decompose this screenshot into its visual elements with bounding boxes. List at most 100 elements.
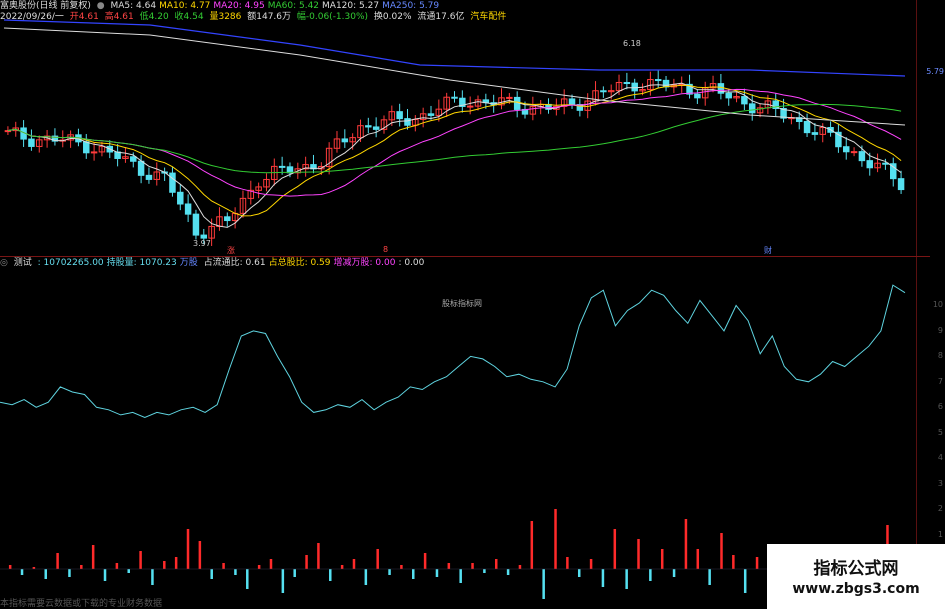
candle-body bbox=[451, 96, 458, 99]
candle-body bbox=[733, 96, 740, 99]
change-bar bbox=[506, 569, 510, 575]
marker-8[interactable]: 8 bbox=[383, 245, 389, 254]
indicator-value: : 10702265.00 bbox=[37, 258, 104, 268]
change-bar bbox=[554, 509, 557, 569]
candle-body bbox=[600, 90, 607, 93]
change-bar bbox=[127, 569, 130, 573]
y-tick-label: 7 bbox=[937, 376, 943, 386]
ma-item: MA5: 4.64 bbox=[110, 1, 157, 11]
ma-item: MA20: 4.95 bbox=[213, 1, 265, 11]
amount: 额147.6万 bbox=[247, 12, 292, 22]
candle-body bbox=[365, 125, 372, 128]
ma-item: MA120: 5.27 bbox=[322, 1, 380, 11]
change-bar bbox=[388, 569, 391, 575]
change-bar bbox=[649, 569, 652, 581]
candle-body bbox=[325, 147, 333, 168]
change-bar bbox=[222, 563, 225, 569]
ma250-line bbox=[3, 19, 906, 77]
stock-name[interactable]: 富奥股份(日线 前复权) bbox=[0, 1, 91, 11]
candle-body bbox=[130, 156, 137, 162]
candle-body bbox=[333, 138, 341, 149]
change-bar bbox=[352, 559, 356, 569]
indicator-name[interactable]: 测试 bbox=[13, 258, 32, 268]
y-tick-label: 2 bbox=[937, 504, 943, 514]
indicator-value: 占流通比: 0.61 bbox=[203, 258, 266, 268]
candle-body bbox=[169, 172, 176, 193]
change-bar bbox=[246, 569, 249, 589]
date: 2022/09/26/一 bbox=[0, 12, 64, 22]
indicator-value: 持股量: 1070.23 bbox=[106, 258, 177, 268]
change-bar bbox=[530, 521, 534, 569]
y-tick-label: 1 bbox=[937, 529, 943, 539]
change-bar bbox=[234, 569, 237, 575]
change-bar bbox=[471, 563, 474, 569]
change-bar bbox=[400, 565, 403, 569]
candle-body bbox=[795, 117, 803, 123]
marker-rise[interactable]: 涨 bbox=[227, 246, 235, 255]
change-bar bbox=[103, 569, 107, 581]
y-tick-label: 4 bbox=[937, 453, 943, 463]
footer-note: 本指标需要云数据或下载的专业财务数据 bbox=[0, 599, 163, 609]
change-bar bbox=[423, 553, 427, 569]
volume: 量3286 bbox=[209, 12, 242, 22]
candle-body bbox=[858, 151, 866, 162]
change-bar bbox=[625, 569, 628, 589]
candle-body bbox=[623, 82, 631, 85]
change-bar bbox=[340, 565, 344, 569]
change-bar bbox=[696, 549, 700, 569]
indicator-value: : 0.00 bbox=[398, 258, 425, 268]
change-bar bbox=[412, 569, 415, 579]
change: 幅-0.06(-1.30%) bbox=[296, 12, 369, 22]
right-axis bbox=[916, 0, 945, 609]
candle-body bbox=[302, 164, 309, 170]
change-bar bbox=[435, 569, 439, 577]
candle-body bbox=[357, 125, 364, 139]
candle-body bbox=[694, 93, 701, 99]
stock-info-line1: 富奥股份(日线 前复权) ● MA5: 4.64 MA10: 4.77 MA20: … bbox=[0, 0, 445, 12]
candle-body bbox=[850, 151, 858, 154]
y-tick-label: 5 bbox=[937, 427, 943, 437]
candle-body bbox=[122, 156, 129, 159]
marker-finance[interactable]: 财 bbox=[764, 246, 772, 255]
change-bar bbox=[115, 563, 119, 569]
candle-body bbox=[349, 137, 356, 143]
indicator-info-line: ◎ 测试 : 10702265.00 持股量: 1070.23 万股 占流通比: 0… bbox=[0, 257, 430, 269]
change-bar bbox=[376, 549, 379, 569]
candle-body bbox=[177, 191, 184, 205]
high: 高4.61 bbox=[104, 12, 134, 22]
indicator-value: 增减万股: 0.00 bbox=[333, 258, 396, 268]
ma-item: MA60: 5.42 bbox=[267, 1, 320, 11]
change-bar bbox=[743, 569, 747, 593]
candle-body bbox=[404, 118, 411, 126]
change-bar bbox=[163, 561, 166, 569]
indicator-icon[interactable]: ◎ bbox=[0, 258, 8, 268]
ma120-line bbox=[3, 27, 906, 126]
candle-body bbox=[208, 225, 215, 239]
y-tick-label: 3 bbox=[937, 478, 943, 488]
indicator-values: : 10702265.00 持股量: 1070.23 万股 占流通比: 0.61 占总… bbox=[38, 258, 428, 268]
current-price-tag: 5.79 bbox=[926, 67, 944, 76]
change-bar bbox=[637, 539, 640, 569]
change-bar bbox=[364, 569, 368, 585]
change-bar bbox=[732, 555, 735, 569]
candle-body bbox=[803, 121, 811, 134]
change-bar bbox=[542, 569, 545, 599]
holding-line bbox=[0, 284, 906, 419]
change-bar bbox=[186, 529, 190, 569]
candle-body bbox=[811, 132, 819, 135]
candle-body bbox=[631, 82, 638, 92]
low: 低4.20 bbox=[139, 12, 169, 22]
candle-body bbox=[427, 113, 435, 116]
change-bar bbox=[317, 543, 320, 569]
change-bar bbox=[589, 559, 593, 569]
industry[interactable]: 汽车配件 bbox=[470, 12, 507, 22]
change-bar bbox=[518, 565, 522, 569]
float: 流通17.6亿 bbox=[417, 12, 465, 22]
candle-body bbox=[98, 145, 106, 153]
candle-body bbox=[568, 98, 576, 106]
change-bar bbox=[613, 529, 617, 569]
turnover: 换0.02% bbox=[373, 12, 412, 22]
change-bar bbox=[56, 553, 59, 569]
stock-info-line2: 2022/09/26/一 开4.61 高4.61 低4.20 收4.54 量32… bbox=[0, 11, 509, 23]
